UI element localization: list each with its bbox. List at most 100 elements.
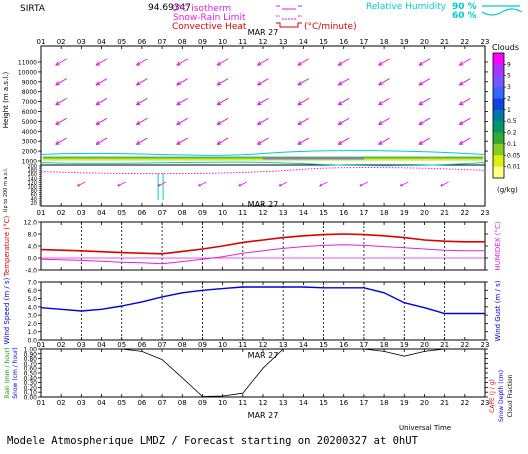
wind-arrow-head <box>176 61 181 66</box>
panel3-hour-label: 10 <box>218 341 227 349</box>
height-ytick-label: 8000 <box>22 89 37 96</box>
rain-axis-title: Rain (mm / hour) <box>4 347 11 398</box>
low-wind-arrow <box>77 181 86 187</box>
low-wind-arrow <box>319 181 328 187</box>
wind-arrow <box>418 78 431 86</box>
wind-arrow-head <box>297 140 302 145</box>
panel1-hour-label: 05 <box>117 38 126 46</box>
wind-arrow <box>418 137 431 145</box>
wind-arrow-head <box>95 101 101 106</box>
wind-arrow-head <box>257 101 262 106</box>
wind-arrow-shaft <box>297 97 310 106</box>
height-ytick-label: 11000 <box>18 60 37 67</box>
wind-arrow-shaft <box>459 78 471 86</box>
panel2-hour-label: 10 <box>218 209 227 217</box>
height-axis-title: Height (m a.s.l.) <box>2 72 10 129</box>
wind-arrow-shaft <box>136 78 148 86</box>
clouds-colorbar-tick-label: 3 <box>507 84 511 91</box>
panel4-hour-label: 16 <box>339 399 348 407</box>
clouds-colorbar-tick-label: 9 <box>507 61 511 68</box>
panel4-date: MAR 27 <box>248 411 279 420</box>
wind-arrow-head <box>418 81 423 86</box>
wind-arrow-shaft <box>418 117 431 126</box>
station-name: SIRTA <box>20 4 46 14</box>
wind-arrow <box>135 58 148 66</box>
height-ytick-label: 9000 <box>22 79 37 86</box>
panel4-hour-label: 01 <box>37 399 46 407</box>
panel2-date: MAR 27 <box>248 200 279 209</box>
wind-arrow-shaft <box>459 137 471 145</box>
wind-arrow-head <box>176 120 181 126</box>
panel2-hour-label: 18 <box>380 209 389 217</box>
panel4-hour-label: 10 <box>218 399 227 407</box>
clouds-colorbar-swatch <box>493 166 504 179</box>
wind-arrow-head <box>257 120 262 126</box>
height-ytick-label: 3000 <box>22 139 37 146</box>
wind-arrow-head <box>418 61 423 66</box>
wind-arrow <box>257 78 269 86</box>
wind-ytick-label: 1.0 <box>27 329 37 336</box>
wind-arrow-head <box>418 140 423 145</box>
low-height-ytick-label: 160 <box>27 172 37 178</box>
wind-arrow <box>418 58 431 66</box>
humidex-axis-title: HUMIDEX (°C) <box>494 221 502 270</box>
panel2-hour-label: 14 <box>299 209 308 217</box>
wind-arrow <box>176 78 189 86</box>
panel2-hour-label: 22 <box>460 209 469 217</box>
panel1-hour-label: 03 <box>77 38 86 46</box>
wind-arrow-shaft <box>176 58 189 66</box>
wind-arrow-head <box>216 140 222 145</box>
panel2-hour-label: 09 <box>198 209 207 217</box>
wind-arrow-shaft <box>378 97 390 106</box>
wind-arrow <box>378 97 390 106</box>
wind-arrow-shaft <box>55 78 67 86</box>
panel1-hour-label: 08 <box>178 38 187 46</box>
panel3-hour-label: 18 <box>380 341 389 349</box>
wind-ytick-label: 3.0 <box>27 313 37 320</box>
wind-arrow-shaft <box>95 78 108 86</box>
temperature-axis-title: Temperature (°C) <box>3 216 11 278</box>
wind-arrow-shaft <box>297 78 310 86</box>
precip-ytick-label: 0.20 <box>24 385 38 392</box>
wind-arrow <box>216 58 229 66</box>
panel1-hour-label: 14 <box>299 38 308 46</box>
wind-arrow <box>337 137 350 145</box>
wind-arrow-shaft <box>95 97 108 106</box>
temperature-ytick-label: 8.0 <box>27 232 37 239</box>
wind-arrow <box>135 78 148 86</box>
panel1-hour-label: 23 <box>481 38 490 46</box>
clouds-colorbar-tick-label: 5 <box>507 73 511 80</box>
panel4-hour-label: 05 <box>117 399 126 407</box>
rh-vertical-feature <box>157 173 164 200</box>
wind-arrow-shaft <box>257 97 269 106</box>
wind-arrow-shaft <box>459 58 471 66</box>
rh-contour-90 <box>40 150 486 156</box>
wind-arrow-shaft <box>337 137 350 145</box>
convective-label: Convective Heat <box>172 22 247 32</box>
clouds-colorbar-swatch <box>493 155 504 167</box>
panel4-hour-label: 22 <box>460 399 469 407</box>
precip-ytick-label: 0.80 <box>24 356 38 363</box>
wind-arrow <box>176 117 189 126</box>
wind-arrow <box>378 117 390 126</box>
wind-arrow-shaft <box>95 58 108 66</box>
wind-arrow-shaft <box>216 137 229 145</box>
panel3-hour-label: 05 <box>117 341 126 349</box>
panel4-hour-label: 11 <box>238 399 247 407</box>
wind-arrow-head <box>135 101 141 106</box>
low-wind-arrow <box>278 181 288 187</box>
temperature-line <box>40 233 485 255</box>
wind-arrow-shaft <box>459 97 471 106</box>
wind-arrow-head <box>55 81 60 86</box>
panel2-hour-label: 07 <box>158 209 167 217</box>
wind-arrow-shaft <box>95 117 108 126</box>
low-height-ytick-label: 20 <box>31 201 37 207</box>
panel4-hour-label: 15 <box>319 399 328 407</box>
rh-60-swatch <box>481 8 523 16</box>
panel2-hour-label: 23 <box>481 209 490 217</box>
panel1-hour-label: 06 <box>137 38 146 46</box>
panel3-hour-label: 14 <box>299 341 308 349</box>
wind-ytick-label: 5.0 <box>27 296 37 303</box>
wind-arrow-head <box>337 140 343 145</box>
panel3-hour-label: 09 <box>198 341 207 349</box>
